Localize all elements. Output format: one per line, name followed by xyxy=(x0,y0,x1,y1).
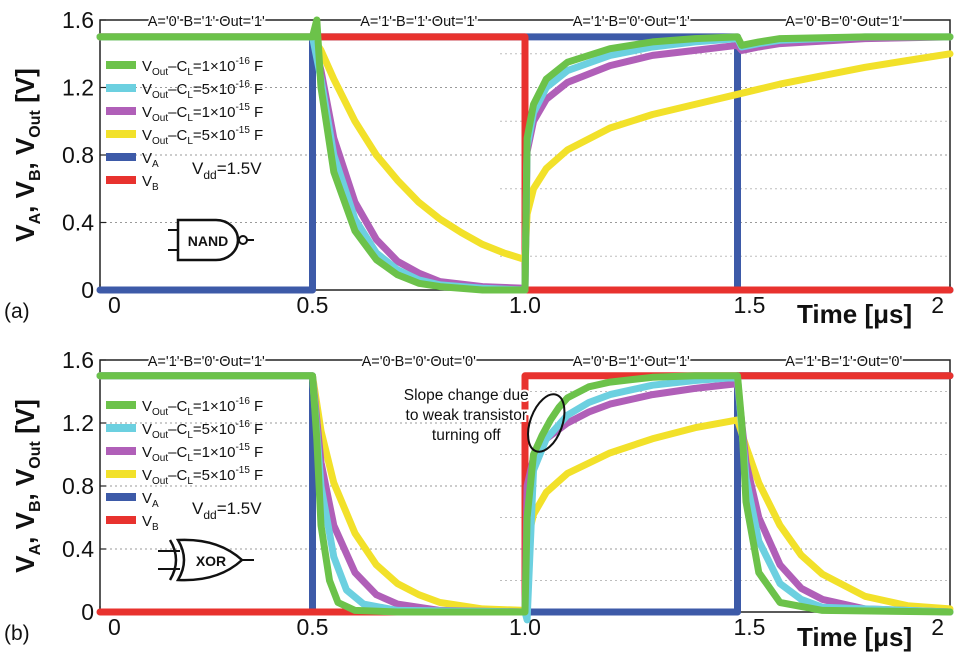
legend-entry: VB xyxy=(142,173,159,193)
y-tick-label: 1.6 xyxy=(62,347,94,373)
segment-label: A='0 B='0' Out='0' xyxy=(362,354,476,370)
series-line-vout-cl-110e-16 xyxy=(96,372,954,616)
y-axis-label: VA, VB, VOut [V] xyxy=(10,399,44,573)
panel-a: 0 0.4 0.8 1.2 1.6 0 0.5 1.0 1.5 2 Time [μs] (a) VA, … xyxy=(4,7,954,329)
y-axis-label: VA, VB, VOut [V] xyxy=(10,68,44,242)
x-tick-label: 2 xyxy=(931,614,944,640)
series-line-vout-cl-510e-16 xyxy=(96,372,954,624)
segment-label: A='0' B='0' Out='1' xyxy=(785,14,902,30)
legend-entry: VA xyxy=(142,490,159,510)
legend-entry: VOut–CL=5×10-16 F xyxy=(142,79,263,101)
y-tick-label: 0.4 xyxy=(62,210,94,236)
legend-entry: VOut–CL=1×10-16 F xyxy=(142,396,263,418)
y-tick-label: 0.8 xyxy=(62,473,94,499)
x-tick-label: 1.5 xyxy=(734,292,766,318)
y-tick-label: 0.8 xyxy=(62,142,94,168)
gate-label: XOR xyxy=(196,553,226,569)
legend-entry: VOut–CL=5×10-15 F xyxy=(142,465,263,487)
segment-label: A='0' B='1' Out='1' xyxy=(148,14,265,30)
x-tick-label: 0.5 xyxy=(297,614,329,640)
gate-bubble xyxy=(238,235,248,245)
x-axis-label: Time [μs] xyxy=(797,622,912,652)
legend-entry: VOut–CL=1×10-15 F xyxy=(142,102,263,124)
xor-gate-icon: XOR xyxy=(158,538,254,582)
segment-label: A='1' B='0' Out='1' xyxy=(148,354,265,370)
gate-body xyxy=(175,538,244,582)
legend-entry: VOut–CL=5×10-16 F xyxy=(142,419,263,441)
y-tick-label: 0 xyxy=(81,277,94,303)
y-tick-label: 0.4 xyxy=(62,536,94,562)
x-tick-label: 1.0 xyxy=(509,614,541,640)
legend-entry: VOut–CL=5×10-15 F xyxy=(142,125,263,147)
series-line-vout-cl-110e-15 xyxy=(96,372,954,616)
annotation-text: turning off xyxy=(432,427,501,444)
x-tick-label: 0.5 xyxy=(297,292,329,318)
annotation-ellipse xyxy=(527,393,566,453)
x-tick-label: 1.0 xyxy=(509,292,541,318)
series-line-vout-cl-510e-15 xyxy=(96,372,954,614)
y-tick-label: 0 xyxy=(81,599,94,625)
panel-label: (a) xyxy=(4,300,30,323)
legend-entry: VOut–CL=1×10-15 F xyxy=(142,442,263,464)
x-tick-label: 0 xyxy=(108,614,121,640)
x-tick-label: 2 xyxy=(931,292,944,318)
y-tick-label: 1.6 xyxy=(62,7,94,33)
nand-gate-icon: NAND xyxy=(168,218,254,262)
gate-label: NAND xyxy=(188,233,228,249)
annotation-text: Slope change due xyxy=(404,387,529,404)
panel-b: 0 0.4 0.8 1.2 1.6 0 0.5 1.0 1.5 2 Time [μs] (b) VA, … xyxy=(4,347,954,652)
gate-body xyxy=(176,218,240,262)
legend-entry: VB xyxy=(142,513,159,533)
segment-label: A='1' B='0' Out='1' xyxy=(573,14,690,30)
x-tick-label: 0 xyxy=(108,292,121,318)
x-axis-label: Time [μs] xyxy=(797,299,912,329)
series-line-vout-cl-110e-16 xyxy=(96,16,954,294)
y-tick-label: 1.2 xyxy=(62,410,94,436)
y-tick-label: 1.2 xyxy=(62,75,94,101)
vdd-label: Vdd=1.5V xyxy=(192,159,262,182)
segment-label: A='1' B='1' Out='0' xyxy=(785,354,902,370)
segment-label: A='0' B='1' Out='1' xyxy=(573,354,690,370)
panel-label: (b) xyxy=(4,622,30,645)
legend-entry: VA xyxy=(142,150,159,170)
legend-entry: VOut–CL=1×10-16 F xyxy=(142,56,263,78)
gate-back-curve xyxy=(168,539,178,581)
segment-label: A='1' B='1' Out='1' xyxy=(360,14,477,30)
x-tick-label: 1.5 xyxy=(734,614,766,640)
vdd-label: Vdd=1.5V xyxy=(192,499,262,522)
annotation-text: to weak transistor xyxy=(406,407,527,424)
